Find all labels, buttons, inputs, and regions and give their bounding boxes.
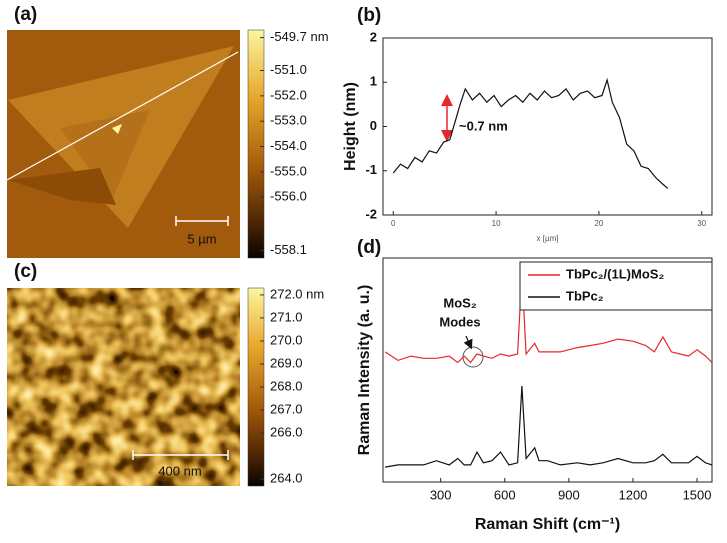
y-tick-label: -2 <box>365 206 377 221</box>
modes-arrow <box>463 335 473 350</box>
series-line <box>384 272 713 364</box>
panel-label: (c) <box>14 261 37 282</box>
legend-label: TbPc₂/(1L)MoS₂ <box>566 266 664 281</box>
colorbar-tick-label: 266.0 <box>270 424 303 439</box>
afm-image-c <box>7 288 240 486</box>
legend-label: TbPc₂ <box>566 288 604 303</box>
colorbar-tick-label: 272.0 nm <box>270 286 324 301</box>
colorbar-tick-label: 270.0 <box>270 332 303 347</box>
annotation: ~0.7 nm <box>459 118 508 133</box>
y-tick-label: 1 <box>370 74 377 89</box>
x-axis-label: x [µm] <box>537 234 559 243</box>
modes-circle <box>462 346 484 368</box>
panel-label: (d) <box>357 237 381 258</box>
x-tick-label: 1500 <box>683 487 712 502</box>
y-tick-label: -1 <box>365 162 377 177</box>
colorbar-tick-label: 264.0 <box>270 471 303 486</box>
colorbar-tick-label: -556.0 <box>270 189 307 204</box>
x-tick-label: 600 <box>494 487 516 502</box>
panel-label: (b) <box>357 5 381 26</box>
x-tick-label: 30 <box>697 219 706 228</box>
colorbar-tick-label: 269.0 <box>270 355 303 370</box>
scale-bar-label: 400 nm <box>158 463 201 478</box>
colorbar-tick-label: -552.0 <box>270 87 307 102</box>
afm-image-a <box>6 30 240 258</box>
y-axis-label: Height (nm) <box>342 82 359 171</box>
panel-label: (a) <box>14 4 37 25</box>
colorbar-tick-label: -551.0 <box>270 62 307 77</box>
colorbar-tick-label: -555.0 <box>270 163 307 178</box>
annotation: MoS₂ <box>443 295 476 310</box>
colorbar-tick-label: 271.0 <box>270 309 303 324</box>
colorbar-tick-label: -558.1 <box>270 242 307 257</box>
x-tick-label: 10 <box>492 219 501 228</box>
x-tick-label: 1200 <box>618 487 647 502</box>
y-tick-label: 0 <box>370 118 377 133</box>
x-tick-label: 900 <box>558 487 580 502</box>
colorbar-tick-label: 267.0 <box>270 401 303 416</box>
x-tick-label: 20 <box>594 219 603 228</box>
series-line <box>384 385 713 468</box>
x-axis-label: Raman Shift (cm⁻¹) <box>475 516 620 533</box>
x-tick-label: 0 <box>391 219 396 228</box>
plot-frame <box>382 37 713 216</box>
colorbar-tick-label: -549.7 nm <box>270 29 329 44</box>
plot-frame <box>382 257 713 483</box>
series-line <box>392 77 669 189</box>
colorbar-tick-label: 268.0 <box>270 378 303 393</box>
x-tick-label: 300 <box>430 487 452 502</box>
annotation: Modes <box>439 314 480 329</box>
colorbar <box>247 29 265 259</box>
colorbar-tick-label: -553.0 <box>270 113 307 128</box>
y-tick-label: 2 <box>370 29 377 44</box>
scale-bar-label: 5 µm <box>187 231 216 246</box>
colorbar-tick-label: -554.0 <box>270 138 307 153</box>
y-axis-label: Raman Intensity (a. u.) <box>356 285 373 456</box>
legend-box <box>519 261 713 311</box>
